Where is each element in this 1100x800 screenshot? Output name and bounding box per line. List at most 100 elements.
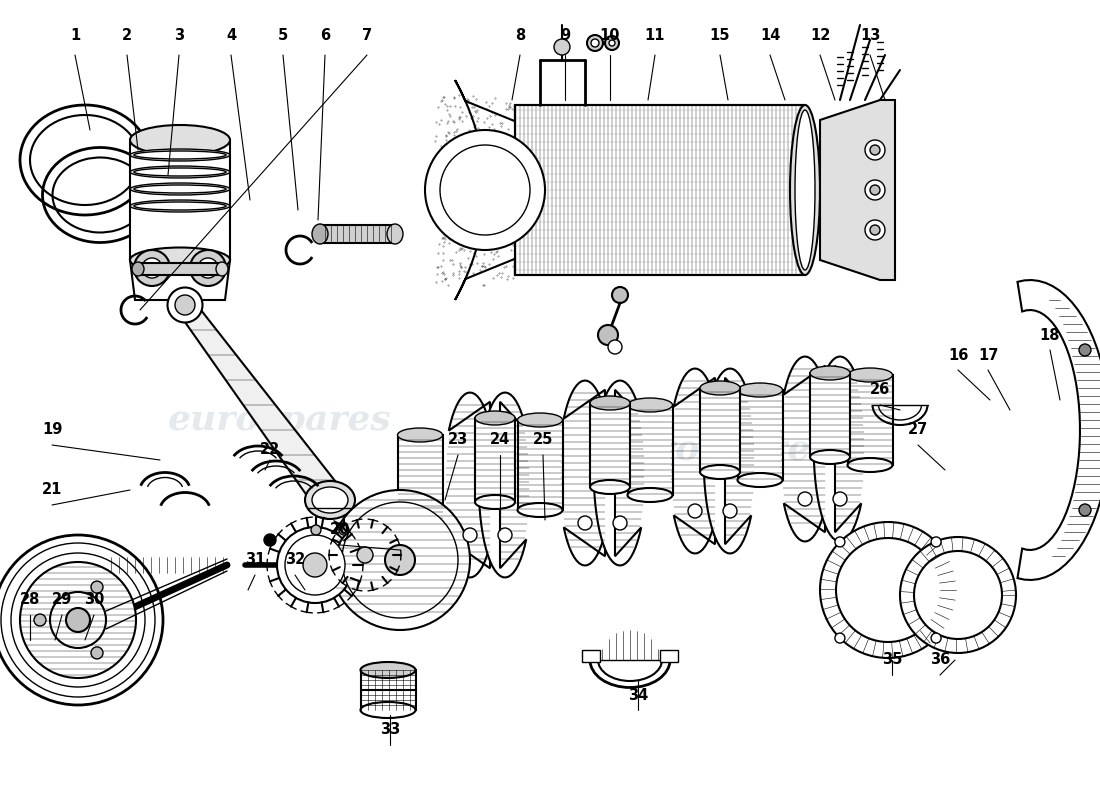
Circle shape — [190, 250, 226, 286]
Ellipse shape — [810, 450, 850, 464]
Ellipse shape — [312, 224, 328, 244]
Text: 14: 14 — [760, 27, 780, 42]
Circle shape — [613, 516, 627, 530]
Text: eurospares: eurospares — [168, 403, 392, 437]
Text: 6: 6 — [320, 27, 330, 42]
Circle shape — [498, 528, 512, 542]
Text: 17: 17 — [978, 347, 998, 362]
Bar — [590, 403, 630, 487]
Polygon shape — [814, 357, 861, 542]
Ellipse shape — [130, 125, 230, 155]
Polygon shape — [820, 100, 895, 280]
Text: 15: 15 — [710, 27, 730, 42]
Circle shape — [463, 528, 477, 542]
Text: 2: 2 — [122, 27, 132, 42]
Circle shape — [342, 502, 458, 618]
Text: 35: 35 — [882, 653, 902, 667]
Circle shape — [688, 504, 702, 518]
Ellipse shape — [387, 224, 403, 244]
Circle shape — [337, 527, 393, 583]
Circle shape — [554, 39, 570, 55]
Ellipse shape — [847, 458, 892, 472]
Bar — [320, 225, 395, 243]
Ellipse shape — [167, 287, 202, 322]
Text: 21: 21 — [42, 482, 63, 498]
Circle shape — [900, 537, 1016, 653]
Circle shape — [865, 140, 886, 160]
Circle shape — [339, 525, 349, 535]
Ellipse shape — [130, 149, 230, 161]
Bar — [517, 420, 562, 510]
Ellipse shape — [175, 295, 195, 315]
Ellipse shape — [517, 413, 562, 427]
Circle shape — [91, 647, 103, 659]
Circle shape — [34, 614, 46, 626]
Circle shape — [578, 516, 592, 530]
Text: 18: 18 — [1040, 327, 1060, 342]
Polygon shape — [449, 393, 496, 578]
Text: 5: 5 — [278, 27, 288, 42]
Ellipse shape — [737, 383, 782, 397]
Text: 12: 12 — [810, 27, 830, 42]
Text: eurospares: eurospares — [608, 433, 832, 467]
Bar — [397, 435, 442, 525]
Ellipse shape — [627, 488, 672, 502]
Ellipse shape — [361, 662, 416, 678]
Circle shape — [835, 537, 845, 547]
Ellipse shape — [847, 368, 892, 382]
Polygon shape — [594, 381, 641, 566]
Circle shape — [0, 535, 163, 705]
Ellipse shape — [795, 110, 815, 270]
Text: 13: 13 — [860, 27, 880, 42]
Bar — [660, 650, 678, 662]
Ellipse shape — [627, 398, 672, 412]
Circle shape — [612, 287, 628, 303]
Ellipse shape — [312, 487, 348, 513]
Text: 1: 1 — [70, 27, 80, 42]
Circle shape — [609, 40, 615, 46]
Polygon shape — [455, 80, 515, 300]
Circle shape — [302, 553, 327, 577]
Circle shape — [66, 608, 90, 632]
Circle shape — [865, 180, 886, 200]
Text: 30: 30 — [84, 593, 104, 607]
Polygon shape — [1018, 280, 1100, 580]
Text: 33: 33 — [379, 722, 400, 738]
Text: 31: 31 — [245, 553, 265, 567]
Circle shape — [20, 562, 136, 678]
Polygon shape — [515, 105, 805, 275]
Polygon shape — [704, 369, 751, 554]
Circle shape — [324, 540, 336, 550]
Bar — [737, 390, 782, 480]
Circle shape — [798, 492, 812, 506]
Text: 19: 19 — [42, 422, 63, 438]
Ellipse shape — [810, 366, 850, 380]
Bar — [138, 263, 222, 275]
Text: 3: 3 — [174, 27, 184, 42]
Circle shape — [870, 185, 880, 195]
Text: 25: 25 — [532, 433, 553, 447]
Circle shape — [870, 225, 880, 235]
Text: 26: 26 — [870, 382, 890, 398]
Ellipse shape — [134, 185, 225, 193]
Polygon shape — [478, 393, 526, 578]
Text: 22: 22 — [260, 442, 280, 458]
Polygon shape — [130, 260, 230, 300]
Bar — [810, 373, 850, 457]
Circle shape — [870, 145, 880, 155]
Circle shape — [134, 250, 170, 286]
Circle shape — [820, 522, 956, 658]
Text: 11: 11 — [645, 27, 665, 42]
Ellipse shape — [700, 381, 740, 395]
Ellipse shape — [134, 202, 225, 210]
Circle shape — [277, 527, 353, 603]
Ellipse shape — [590, 396, 630, 410]
Circle shape — [605, 36, 619, 50]
Ellipse shape — [130, 247, 230, 273]
Bar — [361, 670, 416, 710]
Ellipse shape — [216, 262, 228, 276]
Circle shape — [1079, 344, 1091, 356]
Polygon shape — [784, 357, 832, 542]
Text: 16: 16 — [948, 347, 968, 362]
Polygon shape — [564, 381, 612, 566]
